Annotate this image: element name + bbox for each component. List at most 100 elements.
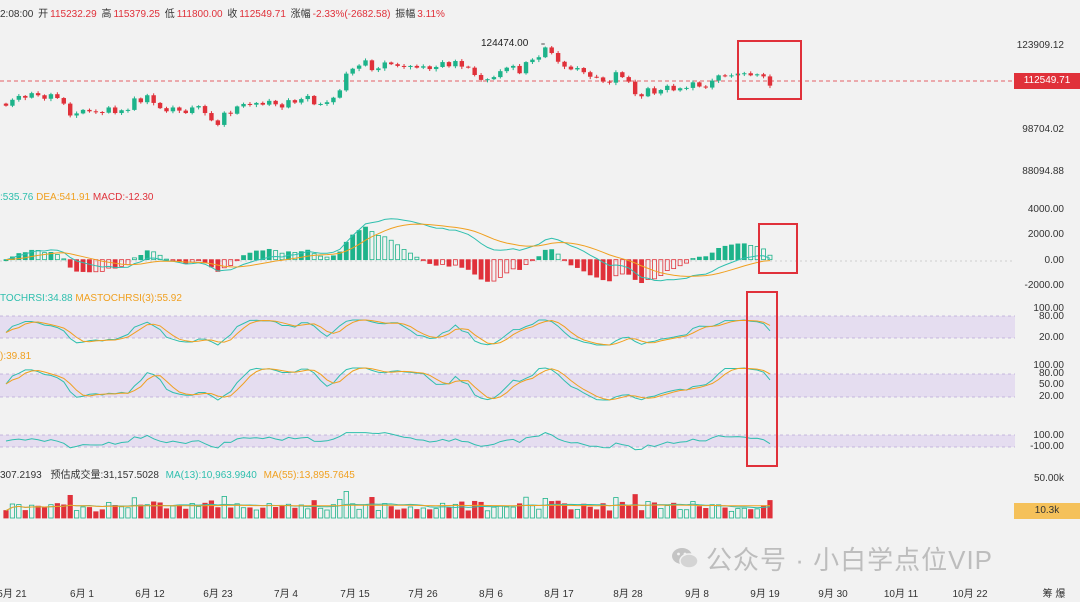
macd-bar [420,259,426,262]
candle-body [594,76,599,78]
candle-body [459,61,465,67]
volume-value: 307.2193 [0,470,42,481]
volume-bar [568,509,574,519]
macd-bar [574,259,580,268]
macd-bar [196,259,202,262]
volume-bar [138,504,144,519]
macd-bar [61,258,67,261]
macd-bar [472,259,478,275]
open-value: 115232.29 [50,9,97,20]
volume-bar [767,500,773,519]
volume-bar [542,497,548,519]
macd-bar [228,259,234,266]
macd-bar [465,259,471,270]
macd-dea: DEA:541.91 [36,192,91,203]
wechat-icon [672,548,699,569]
candle-body [23,95,28,98]
x-label: 5月 21 [0,589,27,600]
volume-bar [587,506,593,519]
volume-bar [112,504,118,519]
candle-body [177,107,182,111]
volume-bar [208,500,215,519]
change-value: -2.33%(-2682.58) [312,9,391,20]
volume-bar [260,507,266,519]
macd-bar [202,259,208,263]
candle-body [510,65,516,68]
candle-body [311,95,317,105]
candle-body [600,77,606,82]
candle-body [189,107,195,114]
candle-body [132,98,137,110]
macd-bar [497,259,503,278]
candle-body [228,112,233,114]
stochrsi-axis-2: 80.00 [1038,311,1064,322]
stochrsi-d: MASTOCHRSI(3):55.92 [75,293,182,304]
candle-body [549,47,554,54]
macd-dif: :535.76 [0,192,34,203]
macd-bar [658,259,664,276]
x-label: 10月 11 [883,589,919,600]
macd-bar [600,259,606,281]
macd-bar [722,245,728,261]
macd-bar [99,259,105,272]
macd-bar [652,259,657,280]
volume-bar [632,494,638,519]
cci-axis-1: 100.00 [1033,430,1064,441]
macd-bar [311,253,317,261]
macd-bar [741,243,747,261]
macd-bar [337,251,343,261]
macd-bar [42,252,47,261]
x-label: 8月 6 [479,589,503,600]
close-value: 112549.71 [239,9,286,20]
candle-body [125,109,131,111]
kdj-axis-2: 80.00 [1038,368,1064,379]
macd-bar [684,259,689,264]
macd-bar [125,259,131,266]
corner-label: 筹 爆 [1042,589,1066,600]
x-label: 9月 19 [750,589,780,600]
candle-body [613,72,619,83]
candle-body [710,80,715,88]
candle-body [607,81,612,83]
volume-bar [555,500,561,519]
candle-body [658,90,664,94]
macd-bar [613,259,619,277]
volume-bar [414,509,420,519]
candle-body [241,103,246,107]
macd-bar [260,250,266,261]
volume-bar [151,501,157,519]
volume-bar [234,503,240,519]
macd-bar [542,249,548,261]
candle-body [575,68,580,70]
macd-bar [131,257,137,261]
macd-bar [401,249,407,261]
candle-body [401,65,407,67]
macd-bar [221,259,227,269]
macd-bar [408,252,413,261]
volume-bar [266,503,272,519]
volume-bar [337,498,343,519]
volume-bar [696,506,702,519]
x-label: 8月 28 [613,589,643,600]
volume-bar [452,503,459,519]
macd-bar [517,259,522,270]
macd-bar [80,259,86,272]
macd-bar [138,255,144,261]
candle-body [318,103,323,105]
macd-axis-1: 4000.00 [1027,204,1064,215]
macd-bar [568,259,574,266]
candle-body [234,106,240,114]
macd-bar [459,259,465,268]
candle-body [254,102,259,105]
macd-bar [369,231,375,261]
macd-bar [632,259,638,280]
volume-axis-1: 50.00k [1033,473,1064,484]
macd-bar [395,244,401,261]
volume-bar [80,506,86,519]
volume-estimate: 预估成交量:31,157.5028 [50,470,159,481]
volume-bar [427,509,433,519]
candle-body [112,107,118,114]
candle-body [491,77,497,80]
volume-bar [748,509,754,519]
kdj-axis-4: 20.00 [1038,391,1064,402]
